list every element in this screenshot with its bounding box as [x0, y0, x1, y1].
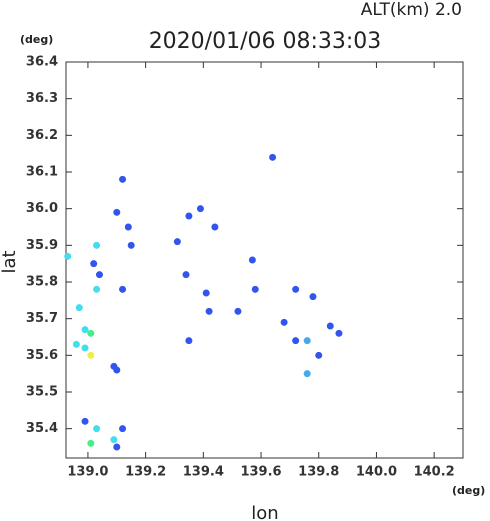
echo-point	[309, 293, 317, 301]
echo-point	[72, 340, 80, 348]
y-unit: (deg)	[20, 33, 53, 46]
echo-point	[234, 307, 242, 315]
echo-point	[119, 285, 127, 293]
y-tick-label: 36.2	[26, 128, 58, 143]
echo-point	[196, 205, 204, 213]
echo-point	[211, 223, 219, 231]
echo-point	[248, 256, 256, 264]
plot-frame	[65, 61, 464, 459]
echo-point	[81, 417, 89, 425]
echo-point	[93, 285, 101, 293]
echo-point	[251, 285, 259, 293]
x-tick-label: 139.2	[125, 465, 166, 480]
x-tick-label: 139.0	[67, 465, 108, 480]
echo-point	[87, 329, 95, 337]
echo-point	[280, 318, 288, 326]
x-tick-label: 140.2	[414, 465, 455, 480]
echo-point	[303, 337, 311, 345]
y-tick-label: 35.5	[26, 385, 58, 400]
echo-point	[202, 289, 210, 297]
echo-point	[113, 366, 121, 374]
echo-point	[173, 238, 181, 246]
echo-point	[87, 439, 95, 447]
echo-point	[335, 329, 343, 337]
altitude-label: ALT(km) 2.0	[361, 0, 462, 20]
echo-point	[205, 307, 213, 315]
y-tick-label: 35.7	[26, 311, 58, 326]
echo-point	[185, 337, 193, 345]
y-tick-label: 36.3	[26, 91, 58, 106]
y-tick-label: 35.4	[26, 421, 58, 436]
y-tick-label: 35.8	[26, 275, 58, 290]
echo-point	[93, 241, 101, 249]
echo-point	[87, 351, 95, 359]
echo-point	[93, 425, 101, 433]
echo-point	[119, 175, 127, 183]
x-tick-label: 139.8	[298, 465, 339, 480]
echo-point	[81, 344, 89, 352]
echo-point	[269, 153, 277, 161]
echo-point	[81, 326, 89, 334]
echo-point	[110, 436, 118, 444]
echo-point	[119, 425, 127, 433]
echo-point	[326, 322, 334, 330]
chart-title: 2020/01/06 08:33:03	[149, 29, 382, 54]
echo-point	[75, 304, 83, 312]
y-tick-label: 35.9	[26, 238, 58, 253]
echo-point	[113, 443, 121, 451]
y-tick-label: 36.0	[26, 201, 58, 216]
y-tick-label: 36.4	[26, 55, 58, 70]
echo-point	[90, 260, 98, 268]
echo-point	[182, 271, 190, 279]
echo-point	[185, 212, 193, 220]
echo-point	[127, 241, 135, 249]
echo-point	[315, 351, 323, 359]
y-tick-label: 36.1	[26, 165, 58, 180]
y-axis-label: lat	[0, 250, 20, 273]
x-tick-label: 139.6	[240, 465, 281, 480]
echo-point	[303, 370, 311, 378]
echo-point	[292, 285, 300, 293]
echo-point	[292, 337, 300, 345]
echo-point	[124, 223, 132, 231]
x-tick-label: 140.0	[356, 465, 397, 480]
echo-point	[64, 252, 72, 260]
echo-point	[95, 271, 103, 279]
x-tick-label: 139.4	[183, 465, 224, 480]
x-axis-label: lon	[251, 503, 278, 521]
echo-point	[113, 208, 121, 216]
x-unit: (deg)	[452, 484, 485, 497]
y-tick-label: 35.6	[26, 348, 58, 363]
